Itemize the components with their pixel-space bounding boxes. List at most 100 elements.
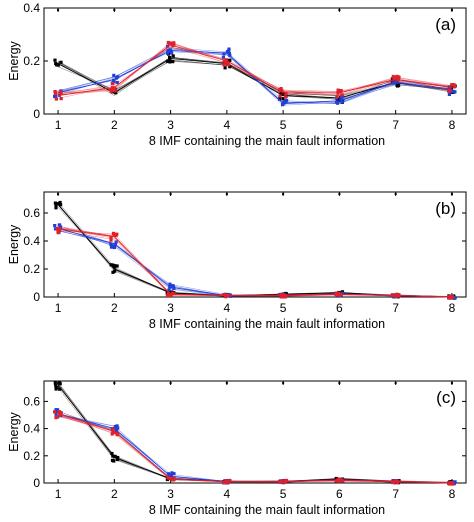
data-point bbox=[54, 97, 58, 101]
data-point bbox=[168, 58, 172, 62]
x-tick-label: 1 bbox=[55, 301, 62, 315]
y-tick-label: 0 bbox=[33, 107, 40, 121]
data-point bbox=[56, 229, 60, 233]
y-axis-label: Energy bbox=[7, 40, 21, 80]
panel-c: 1 2 3 4 5 6 7 8 0 0.2 0.4 0.6 8 IMF containing the m… bbox=[7, 380, 467, 517]
data-point bbox=[170, 471, 174, 475]
data-point bbox=[394, 479, 399, 483]
data-point bbox=[450, 85, 454, 89]
data-point bbox=[279, 295, 283, 299]
data-point bbox=[447, 88, 451, 92]
x-tick-label: 6 bbox=[336, 118, 343, 132]
top-marker bbox=[338, 382, 341, 384]
data-point bbox=[168, 56, 172, 60]
y-tick-label: 0 bbox=[33, 290, 40, 304]
series-sample-line bbox=[58, 413, 452, 483]
data-point bbox=[110, 451, 114, 456]
top-marker bbox=[225, 193, 228, 195]
x-axis-label: 8 IMF containing the main fault informat… bbox=[149, 503, 385, 517]
data-point bbox=[221, 481, 225, 485]
series-line bbox=[57, 49, 452, 104]
data-point bbox=[281, 91, 285, 95]
x-axis-label: 8 IMF containing the main fault informat… bbox=[149, 134, 385, 148]
data-point bbox=[115, 80, 119, 85]
data-point bbox=[111, 231, 116, 235]
series-sample-line bbox=[58, 227, 452, 298]
plot-frame bbox=[43, 191, 467, 298]
data-point bbox=[112, 78, 116, 82]
data-point bbox=[58, 387, 62, 391]
data-point bbox=[447, 92, 451, 96]
top-marker bbox=[225, 382, 228, 384]
data-point bbox=[113, 243, 117, 247]
data-point bbox=[396, 78, 400, 82]
panel-a: 1 2 3 4 5 6 7 8 0 0.2 0.4 8 IMF containing the main… bbox=[7, 1, 467, 148]
data-point bbox=[228, 53, 232, 57]
data-point bbox=[453, 296, 457, 300]
data-point bbox=[53, 93, 58, 97]
x-tick-label: 1 bbox=[55, 487, 62, 501]
data-point bbox=[166, 44, 170, 48]
data-point bbox=[453, 90, 457, 94]
top-marker bbox=[450, 382, 453, 384]
y-tick-label: 0.4 bbox=[23, 1, 40, 15]
data-point bbox=[335, 98, 340, 102]
data-point bbox=[284, 92, 288, 96]
series-sample-line bbox=[58, 413, 452, 484]
data-point bbox=[283, 295, 288, 299]
x-tick-label: 8 bbox=[449, 118, 456, 132]
data-point bbox=[110, 458, 115, 462]
data-point bbox=[109, 236, 113, 240]
top-marker bbox=[169, 9, 172, 11]
data-point bbox=[58, 411, 62, 415]
data-point bbox=[223, 66, 227, 70]
data-point bbox=[340, 100, 344, 104]
x-tick-label: 3 bbox=[167, 301, 174, 315]
data-point bbox=[114, 233, 118, 237]
series-line bbox=[58, 44, 452, 96]
series-sample-line bbox=[57, 203, 452, 297]
data-point bbox=[59, 97, 63, 101]
x-tick-label: 5 bbox=[280, 118, 287, 132]
data-point bbox=[55, 409, 59, 414]
data-point bbox=[449, 481, 453, 485]
top-marker bbox=[169, 193, 172, 195]
data-point bbox=[451, 89, 455, 94]
data-point bbox=[113, 269, 117, 273]
data-point bbox=[335, 95, 339, 99]
top-marker bbox=[169, 382, 172, 384]
data-point bbox=[114, 240, 118, 244]
data-point bbox=[116, 426, 120, 430]
data-point bbox=[111, 454, 115, 458]
plot-frame bbox=[43, 7, 467, 115]
data-point bbox=[338, 293, 342, 297]
data-point bbox=[279, 292, 283, 296]
data-point bbox=[116, 431, 120, 435]
data-point bbox=[172, 286, 176, 290]
data-point bbox=[170, 478, 174, 482]
x-tick-label: 4 bbox=[224, 301, 231, 315]
top-marker bbox=[450, 9, 453, 11]
data-point bbox=[222, 63, 226, 67]
data-point bbox=[281, 97, 285, 101]
x-tick-label: 8 bbox=[449, 487, 456, 501]
series-1 bbox=[54, 408, 457, 486]
data-point bbox=[55, 226, 59, 231]
panel-b: 1 2 3 4 5 6 7 8 0 0.2 0.4 0.6 8 IMF containing the m… bbox=[7, 191, 467, 331]
data-point bbox=[391, 74, 395, 79]
data-point bbox=[279, 479, 283, 483]
panel-label: (a) bbox=[435, 15, 456, 34]
top-marker bbox=[282, 9, 285, 11]
y-tick-label: 0.2 bbox=[23, 262, 40, 276]
y-tick-label: 0.6 bbox=[23, 206, 40, 220]
x-tick-label: 2 bbox=[111, 301, 118, 315]
data-point bbox=[54, 384, 58, 388]
data-point bbox=[225, 50, 229, 54]
data-point bbox=[59, 90, 63, 94]
panel-label: (b) bbox=[435, 199, 456, 218]
data-point bbox=[224, 60, 228, 64]
x-tick-label: 3 bbox=[167, 118, 174, 132]
data-point bbox=[452, 84, 456, 88]
x-tick-label: 3 bbox=[167, 487, 174, 501]
data-point bbox=[113, 265, 117, 269]
